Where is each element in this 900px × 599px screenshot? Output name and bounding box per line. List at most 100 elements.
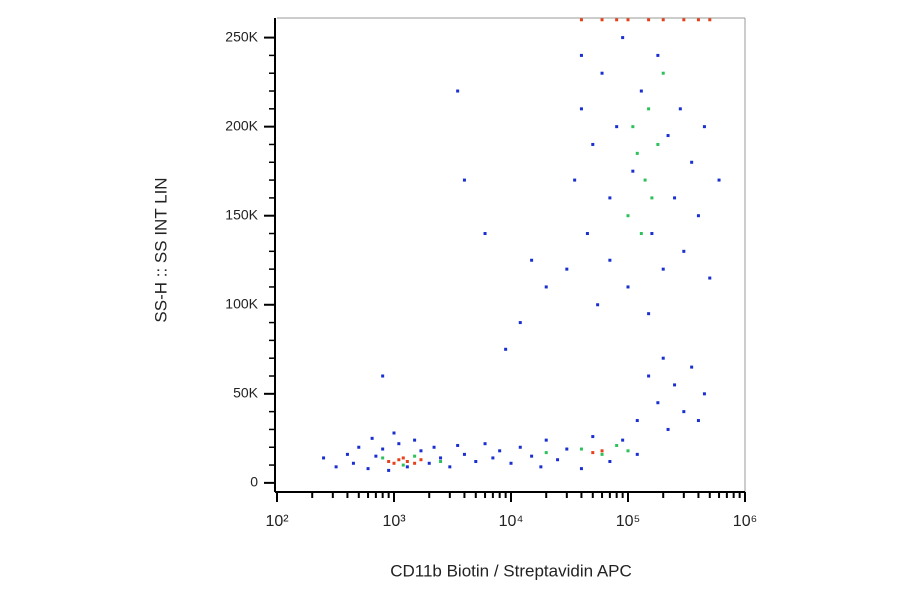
- event-dot: [626, 285, 630, 289]
- event-dot: [573, 178, 577, 182]
- event-dot: [413, 454, 417, 458]
- event-dot: [600, 452, 604, 456]
- event-dot: [462, 178, 466, 182]
- event-dot: [702, 392, 706, 396]
- event-dot: [682, 18, 686, 22]
- event-dot: [405, 465, 409, 469]
- event-dot: [647, 312, 651, 316]
- event-dot: [591, 142, 595, 146]
- event-dot: [392, 461, 396, 465]
- event-dot: [381, 456, 385, 460]
- event-dot: [682, 410, 686, 414]
- event-dot: [366, 467, 370, 471]
- event-dot: [591, 451, 595, 455]
- event-dot: [579, 467, 583, 471]
- event-dot: [530, 454, 534, 458]
- event-dot: [615, 125, 619, 129]
- event-dot: [401, 463, 405, 467]
- x-tick-label: 10⁶: [733, 513, 757, 530]
- event-dot: [708, 18, 712, 22]
- event-dot: [647, 18, 651, 22]
- event-dot: [351, 461, 355, 465]
- event-dot: [615, 443, 619, 447]
- event-dot: [621, 36, 625, 40]
- event-dot: [661, 71, 665, 75]
- event-dot: [600, 449, 604, 453]
- y-tick-label: 100K: [225, 295, 258, 311]
- event-dot: [661, 18, 665, 22]
- event-dot: [626, 214, 630, 218]
- event-dot: [656, 53, 660, 57]
- event-dot: [334, 465, 338, 469]
- event-dot: [702, 125, 706, 129]
- event-dot: [621, 438, 625, 442]
- event-dot: [530, 258, 534, 262]
- event-dot: [647, 107, 651, 111]
- event-dot: [565, 267, 569, 271]
- x-tick-label: 10³: [382, 513, 406, 530]
- event-dot: [498, 449, 502, 453]
- event-dot: [504, 347, 508, 351]
- event-dot: [392, 431, 396, 435]
- event-dot: [600, 71, 604, 75]
- event-dot: [370, 436, 374, 440]
- event-dot: [650, 196, 654, 200]
- event-dot: [539, 465, 543, 469]
- event-dot: [635, 452, 639, 456]
- y-tick-label: 250K: [225, 28, 258, 44]
- event-dot: [717, 178, 721, 182]
- event-dot: [413, 438, 417, 442]
- event-dot: [585, 232, 589, 236]
- event-dot: [591, 435, 595, 439]
- event-dot: [483, 232, 487, 236]
- event-dot: [696, 18, 700, 22]
- event-dot: [608, 258, 612, 262]
- event-dot: [387, 460, 391, 464]
- event-dot: [544, 438, 548, 442]
- event-dot: [690, 365, 694, 369]
- event-dot: [682, 249, 686, 253]
- event-dot: [596, 303, 600, 307]
- event-dot: [639, 89, 643, 93]
- event-dot: [626, 449, 630, 453]
- event-dot: [518, 445, 522, 449]
- event-dot: [635, 419, 639, 423]
- event-dot: [322, 456, 326, 460]
- event-dot: [439, 460, 443, 464]
- event-dot: [374, 454, 378, 458]
- event-dot: [661, 267, 665, 271]
- y-axis-label: SS-H :: SS INT LIN: [151, 177, 170, 322]
- event-dot: [666, 427, 670, 431]
- event-dot: [690, 160, 694, 164]
- event-dot: [708, 276, 712, 280]
- event-dot: [381, 374, 385, 378]
- event-dot: [405, 460, 409, 464]
- event-dot: [397, 458, 401, 462]
- event-dot: [650, 232, 654, 236]
- event-dot: [635, 151, 639, 155]
- event-dot: [357, 445, 361, 449]
- event-dot: [544, 451, 548, 455]
- event-dot: [661, 356, 665, 360]
- event-dot: [631, 125, 635, 129]
- event-dot: [579, 107, 583, 111]
- y-tick-label: 50K: [233, 385, 259, 401]
- event-dot: [401, 456, 405, 460]
- event-dot: [656, 142, 660, 146]
- event-dot: [643, 178, 647, 182]
- event-dot: [556, 458, 560, 462]
- event-dot: [345, 452, 349, 456]
- event-dot: [427, 461, 431, 465]
- y-tick-label: 200K: [225, 117, 258, 133]
- event-dot: [387, 468, 391, 472]
- event-dot: [656, 401, 660, 405]
- event-dot: [579, 18, 583, 22]
- event-dot: [579, 447, 583, 451]
- event-dot: [456, 443, 460, 447]
- event-dot: [626, 18, 630, 22]
- event-dot: [673, 196, 677, 200]
- event-dot: [608, 196, 612, 200]
- event-dot: [631, 169, 635, 173]
- event-dot: [491, 456, 495, 460]
